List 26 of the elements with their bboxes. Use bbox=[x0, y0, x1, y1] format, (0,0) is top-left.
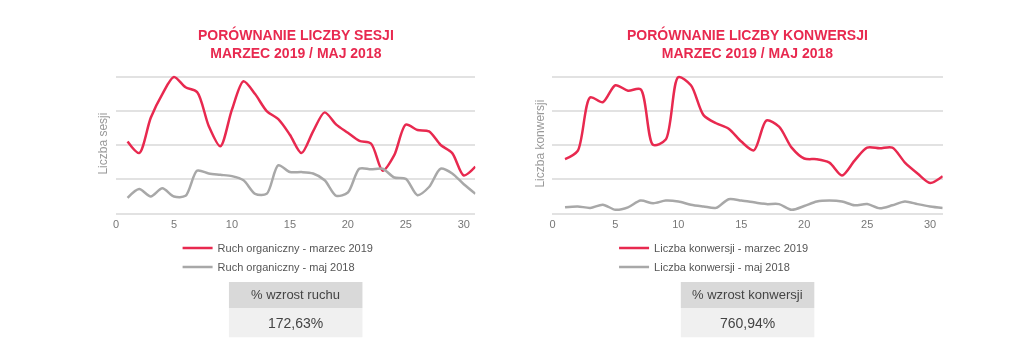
y-axis-title: Liczba sesji bbox=[96, 112, 111, 175]
text: % wzrost konwersji bbox=[692, 287, 803, 302]
legend-label: Liczba konwersji - marzec 2019 bbox=[654, 242, 809, 255]
text: 172,63% bbox=[268, 315, 324, 331]
x-tick-label: 20 bbox=[798, 217, 811, 230]
legend-label: Liczba konwersji - maj 2018 bbox=[654, 261, 790, 274]
x-tick-label: 0 bbox=[112, 217, 120, 230]
chart-title: PORÓWNANIE LICZBY KONWERSJI MARZEC 2019 / MAJ 2018 bbox=[627, 26, 868, 62]
x-tick-label: 5 bbox=[170, 217, 178, 230]
legend-label: Ruch organiczny - marzec 2019 bbox=[217, 242, 373, 255]
x-tick-label: 10 bbox=[225, 217, 239, 230]
text: 760,94% bbox=[720, 315, 776, 331]
y-axis-title: Liczba konwersji bbox=[532, 99, 547, 188]
x-tick-label: 30 bbox=[923, 217, 937, 230]
text: % wzrost ruchu bbox=[251, 287, 340, 302]
x-tick-label: 10 bbox=[672, 217, 685, 230]
x-tick-label: 0 bbox=[549, 217, 556, 230]
x-tick-label: 15 bbox=[283, 217, 297, 230]
x-tick-label: 30 bbox=[457, 217, 470, 230]
legend-label: Ruch organiczny - maj 2018 bbox=[217, 261, 355, 274]
x-tick-label: 25 bbox=[399, 217, 412, 230]
x-tick-label: 5 bbox=[612, 217, 619, 230]
chart-title: PORÓWNANIE LICZBY SESJI MARZEC 2019 / MAJ 2018 bbox=[198, 26, 394, 62]
x-tick-label: 25 bbox=[861, 217, 874, 230]
x-tick-label: 15 bbox=[735, 217, 748, 230]
x-tick-label: 20 bbox=[341, 217, 354, 230]
